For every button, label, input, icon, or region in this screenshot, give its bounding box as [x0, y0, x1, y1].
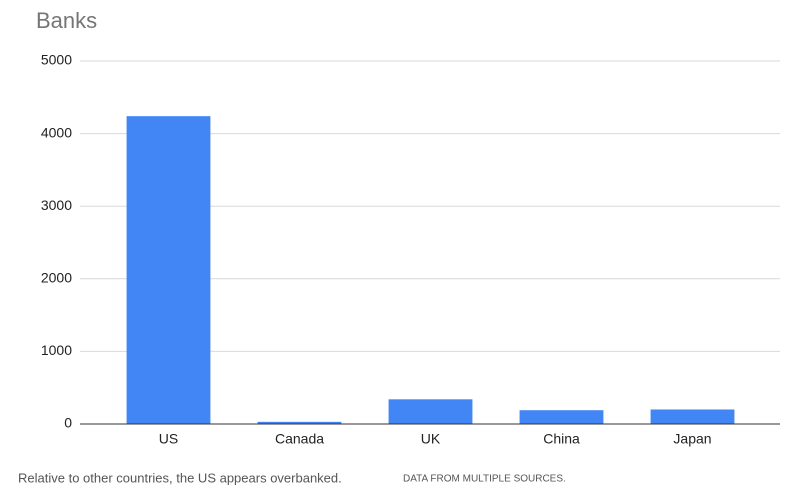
y-tick-label: 4000 — [41, 124, 72, 140]
chart-title: Banks — [36, 8, 97, 33]
bar — [126, 116, 211, 425]
bar — [650, 409, 735, 424]
x-tick-label: Canada — [275, 431, 324, 447]
bar — [388, 399, 473, 424]
bar — [519, 410, 604, 424]
y-tick-label: 0 — [64, 415, 72, 431]
x-tick-label: Japan — [673, 431, 711, 447]
source: DATA FROM MULTIPLE SOURCES. — [403, 474, 566, 485]
x-tick-label: China — [543, 431, 580, 447]
y-tick-label: 3000 — [41, 197, 72, 213]
x-tick-label: UK — [421, 431, 441, 447]
x-tick-label: US — [159, 431, 178, 447]
y-tick-label: 1000 — [41, 342, 72, 358]
caption: Relative to other countries, the US appe… — [18, 470, 342, 485]
y-tick-label: 5000 — [41, 52, 72, 68]
y-tick-label: 2000 — [41, 270, 72, 286]
bar — [257, 421, 342, 424]
